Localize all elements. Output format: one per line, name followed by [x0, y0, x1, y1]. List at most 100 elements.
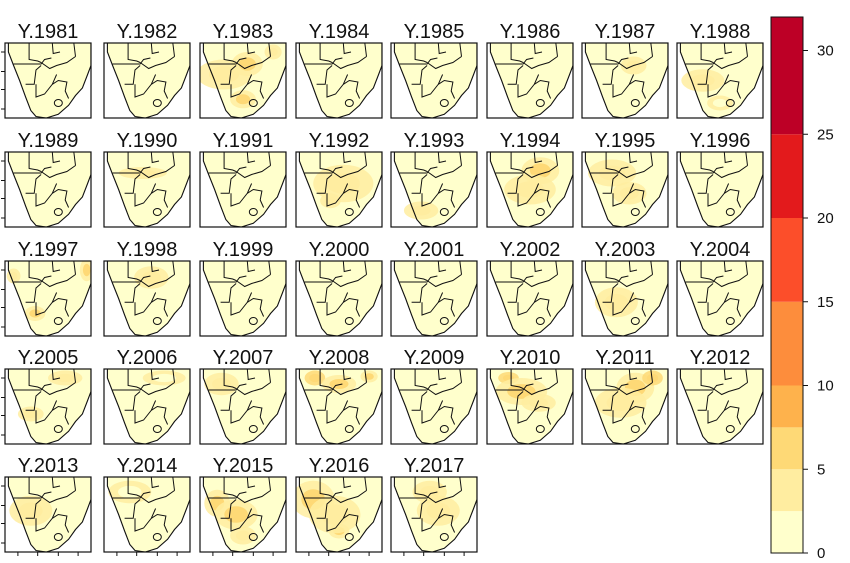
panel-title: Y.1990 — [117, 130, 178, 152]
panel-frame — [390, 476, 478, 553]
panel-frame — [4, 260, 92, 337]
country-border — [246, 261, 256, 273]
hotspot-core — [324, 196, 337, 205]
land-fill — [394, 261, 477, 336]
panel-title: Y.1993 — [404, 130, 465, 152]
country-border — [426, 382, 462, 396]
panel-title: Y.2004 — [690, 239, 751, 261]
map-panel: Y.1988 — [676, 21, 764, 119]
country-border — [533, 43, 543, 55]
country-border — [268, 369, 271, 383]
country-border — [220, 174, 237, 194]
lesotho-outline — [53, 208, 63, 216]
panel-title: Y.1996 — [690, 130, 751, 152]
country-border — [522, 165, 558, 179]
country-border — [342, 152, 352, 164]
country-border — [697, 283, 714, 303]
country-border — [52, 297, 70, 317]
colorbar-tick-label: 20 — [817, 210, 834, 227]
coastline — [679, 261, 763, 336]
colorbar: 0 5 10 15 20 25 30 — [770, 16, 834, 562]
colorbar-segment — [771, 511, 803, 553]
hotspot-core — [507, 384, 536, 399]
colorbar-frame — [770, 16, 804, 554]
country-border — [438, 513, 456, 533]
hotspot-core — [426, 502, 451, 519]
coastline — [298, 369, 382, 444]
country-border — [459, 43, 462, 57]
colorbar-tick-label: 10 — [817, 378, 834, 395]
country-border — [220, 499, 237, 519]
colorbar-segment — [771, 301, 803, 386]
map-panel: Y.1981 — [1, 21, 92, 119]
land-fill — [8, 369, 91, 444]
map-panel: Y.1995 — [581, 130, 669, 228]
land-fill — [8, 261, 91, 336]
coastline — [489, 369, 573, 444]
country-border — [495, 275, 534, 283]
country-border — [127, 43, 141, 63]
lesotho-outline — [725, 99, 735, 107]
panel-frame — [103, 42, 191, 119]
coastline — [106, 261, 190, 336]
country-border — [35, 400, 58, 424]
lesotho-outline — [152, 533, 162, 541]
map-panel: Y.1993 — [390, 130, 478, 228]
land-fill — [107, 261, 190, 336]
hotspot-core — [29, 309, 41, 318]
map-panel: Y.2000 — [295, 239, 383, 337]
panel-title: Y.1994 — [500, 130, 561, 152]
country-border — [602, 391, 619, 411]
country-border — [590, 383, 629, 391]
panel-frame — [103, 368, 191, 445]
panel-title: Y.1984 — [309, 21, 370, 43]
panel-frame — [4, 42, 92, 119]
lesotho-outline — [344, 317, 354, 325]
country-border — [628, 152, 638, 164]
hotspot-core — [18, 502, 43, 519]
land-fill — [203, 152, 286, 227]
country-border — [25, 499, 42, 519]
panel-frame — [390, 151, 478, 228]
map-panel: Y.2001 — [390, 239, 478, 337]
country-border — [52, 188, 70, 208]
hotspot-core — [208, 66, 240, 83]
lesotho-outline — [630, 208, 640, 216]
lesotho-outline — [152, 208, 162, 216]
country-border — [438, 188, 456, 208]
country-border — [172, 369, 175, 383]
lesotho-outline — [630, 425, 640, 433]
country-border — [617, 274, 653, 288]
lesotho-outline — [439, 317, 449, 325]
panel-frame — [581, 42, 669, 119]
land-fill — [203, 261, 286, 336]
country-border — [426, 490, 462, 504]
country-border — [223, 43, 237, 63]
country-border — [629, 405, 647, 425]
country-border — [459, 369, 462, 383]
panel-title: Y.2001 — [404, 239, 465, 261]
country-border — [414, 43, 428, 63]
country-border — [268, 152, 271, 166]
country-border — [235, 382, 271, 396]
country-border — [534, 405, 552, 425]
country-border — [364, 152, 367, 166]
country-border — [247, 405, 265, 425]
country-border — [51, 43, 61, 55]
map-panel: Y.1992 — [295, 130, 383, 228]
map-panel: Y.1983 — [199, 21, 287, 119]
land-fill — [107, 152, 190, 227]
country-border — [28, 43, 42, 63]
land-fill — [107, 369, 190, 444]
country-border — [411, 283, 428, 303]
country-border — [51, 152, 61, 164]
land-fill — [107, 43, 190, 118]
country-border — [319, 477, 333, 497]
country-border — [533, 261, 543, 273]
hotspot-core — [606, 394, 635, 411]
colorbar-segment — [771, 427, 803, 470]
country-border — [319, 152, 333, 172]
map-panel: Y.2015 — [199, 455, 287, 556]
lesotho-outline — [248, 425, 258, 433]
country-border — [697, 65, 714, 85]
